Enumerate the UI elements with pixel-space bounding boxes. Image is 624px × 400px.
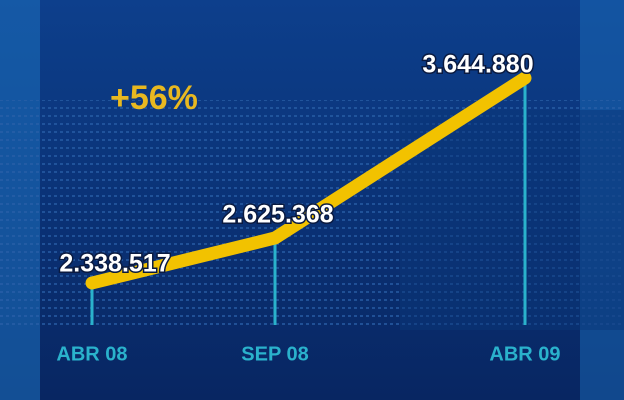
- x-tick-label: ABR 08: [56, 343, 127, 365]
- x-tick-label: SEP 08: [241, 343, 308, 365]
- annotation: +56%: [110, 79, 198, 117]
- x-tick-label: ABR 09: [489, 343, 560, 365]
- data-label: 2.338.517: [59, 250, 170, 278]
- data-label: 2.625.368: [222, 201, 333, 229]
- background-panel: [400, 110, 624, 330]
- line: [85, 71, 532, 290]
- data-label: 3.644.880: [422, 51, 533, 79]
